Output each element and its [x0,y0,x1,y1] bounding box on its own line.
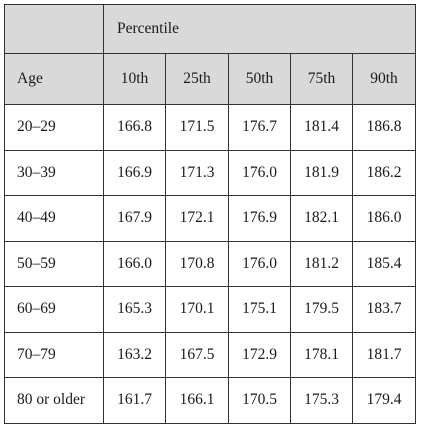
value-cell: 179.4 [351,377,417,424]
table-row: 60–69 165.3 170.1 175.1 179.5 183.7 [4,286,417,333]
age-cell: 20–29 [4,104,104,151]
value-cell: 181.7 [351,331,417,378]
value-cell: 171.5 [165,104,229,151]
value-cell: 186.2 [351,149,417,196]
value-cell: 166.8 [103,104,166,151]
age-column-header: Age [4,53,104,105]
age-cell: 80 or older [4,377,104,424]
percentile-group-header: Percentile [102,4,417,54]
value-cell: 181.4 [290,104,353,151]
value-cell: 186.0 [351,195,417,242]
value-cell: 185.4 [351,240,417,287]
age-cell: 60–69 [4,286,104,333]
value-cell: 170.8 [165,240,229,287]
value-cell: 178.1 [290,331,353,378]
column-header-75th: 75th [290,53,353,105]
age-cell: 40–49 [4,195,104,242]
value-cell: 182.1 [290,195,353,242]
table-row: 30–39 166.9 171.3 176.0 181.9 186.2 [4,149,417,196]
value-cell: 176.9 [228,195,291,242]
value-cell: 175.3 [290,377,353,424]
value-cell: 172.9 [228,331,291,378]
value-cell: 186.8 [351,104,417,151]
value-cell: 171.3 [165,149,229,196]
table-row: 70–79 163.2 167.5 172.9 178.1 181.7 [4,331,417,378]
value-cell: 167.5 [165,331,229,378]
value-cell: 166.9 [103,149,166,196]
value-cell: 176.0 [228,149,291,196]
empty-corner-cell [4,4,104,54]
value-cell: 167.9 [103,195,166,242]
age-cell: 30–39 [4,149,104,196]
value-cell: 172.1 [165,195,229,242]
table-row: 20–29 166.8 171.5 176.7 181.4 186.8 [4,104,417,151]
value-cell: 170.1 [165,286,229,333]
column-header-row: Age 10th 25th 50th 75th 90th [4,53,417,105]
table-row: 40–49 167.9 172.1 176.9 182.1 186.0 [4,195,417,242]
percentile-table-container: Percentile Age 10th 25th 50th 75th 90th … [4,4,417,424]
value-cell: 179.5 [290,286,353,333]
column-header-90th: 90th [351,53,417,105]
column-header-25th: 25th [165,53,229,105]
value-cell: 183.7 [351,286,417,333]
value-cell: 163.2 [103,331,166,378]
age-cell: 70–79 [4,331,104,378]
value-cell: 181.9 [290,149,353,196]
percentile-table: Percentile Age 10th 25th 50th 75th 90th … [4,4,417,424]
age-cell: 50–59 [4,240,104,287]
group-header-row: Percentile [4,4,417,54]
value-cell: 176.0 [228,240,291,287]
value-cell: 166.0 [103,240,166,287]
column-header-10th: 10th [103,53,166,105]
value-cell: 161.7 [103,377,166,424]
column-header-50th: 50th [228,53,291,105]
table-row: 50–59 166.0 170.8 176.0 181.2 185.4 [4,240,417,287]
value-cell: 166.1 [165,377,229,424]
table-row: 80 or older 161.7 166.1 170.5 175.3 179.… [4,377,417,424]
value-cell: 181.2 [290,240,353,287]
value-cell: 176.7 [228,104,291,151]
value-cell: 170.5 [228,377,291,424]
value-cell: 175.1 [228,286,291,333]
value-cell: 165.3 [103,286,166,333]
